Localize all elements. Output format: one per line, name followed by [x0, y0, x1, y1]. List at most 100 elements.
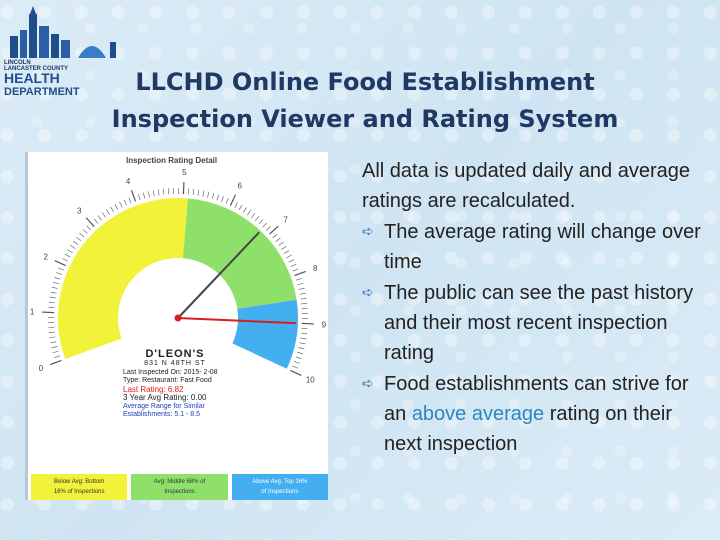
gauge-minor-tick: [52, 350, 59, 354]
gauge-minor-tick: [70, 245, 76, 249]
gauge-minor-tick: [301, 302, 308, 305]
gauge-minor-tick: [242, 207, 247, 213]
gauge-tick-label: 7: [283, 215, 288, 224]
gauge-minor-tick: [101, 212, 106, 218]
bullet-item: ➪ The public can see the past history and…: [362, 277, 712, 368]
gauge-minor-tick: [202, 190, 205, 197]
gauge-minor-tick: [157, 189, 160, 196]
establishment-address: 831 N 48TH ST: [144, 360, 206, 367]
gauge-minor-tick: [105, 209, 110, 215]
gauge-hub: [174, 314, 182, 322]
gauge-minor-tick: [297, 282, 304, 286]
last-inspected: Last Inspected On: 2015- 2-08: [123, 368, 218, 376]
gauge-major-tick: [54, 259, 66, 267]
legend-avg-line2: Inspections: [164, 489, 195, 495]
gauge-minor-tick: [93, 218, 99, 224]
gauge-minor-tick: [251, 212, 256, 219]
gauge-minor-tick: [292, 365, 299, 369]
gauge-needle-current: [177, 231, 260, 319]
legend-below-line2: 16% of Inspections: [53, 489, 105, 495]
title-line2: Inspection Viewer and Rating System: [111, 105, 619, 133]
gauge-minor-tick: [265, 226, 271, 231]
gauge-minor-tick: [254, 216, 260, 222]
bullet-text-2: The public can see the past history and …: [384, 282, 694, 364]
gauge-minor-tick: [54, 355, 60, 358]
gauge-minor-tick: [207, 191, 210, 198]
gauge-minor-tick: [301, 332, 308, 335]
legend-below-average: Below Avg: Bottom 16% of Inspections: [31, 474, 128, 500]
gauge-minor-tick: [64, 253, 71, 258]
gauge-major-tick: [301, 322, 314, 325]
gauge-minor-tick: [238, 204, 243, 211]
gauge-minor-tick: [281, 245, 287, 250]
gauge-minor-tick: [211, 192, 215, 199]
gauge-minor-tick: [114, 204, 119, 210]
gauge-minor-tick: [298, 347, 305, 350]
gauge-major-tick: [229, 194, 237, 206]
gauge-minor-tick: [283, 250, 290, 254]
bullet-highlight: above average: [411, 403, 545, 425]
gauge-minor-tick: [123, 199, 127, 206]
gauge-tick-label: 1: [30, 308, 35, 317]
gauge-minor-tick: [272, 233, 278, 239]
title-line1: LLCHD Online Food Establishment: [135, 68, 595, 96]
gauge-minor-tick: [162, 188, 165, 195]
logo-line3: HEALTH: [4, 70, 60, 86]
gauge-minor-tick: [52, 281, 59, 285]
gauge-tick-label: 0: [39, 364, 44, 373]
gauge-minor-tick: [299, 342, 306, 345]
gauge-zone-above: [232, 299, 299, 369]
range-line1: Average Range for Similar: [123, 402, 205, 410]
legend-below-line1: Below Avg: Bottom: [54, 479, 105, 485]
legend-above-average: Above Avg: Top 16% of Inspections: [231, 474, 328, 500]
gauge-minor-tick: [51, 346, 58, 349]
gauge-major-tick: [130, 189, 137, 202]
gauge-minor-tick: [290, 263, 297, 267]
logo-line2: LANCASTER COUNTY: [4, 66, 68, 72]
inspection-rating-panel: 0 1 2 3 4 5 6 7 8 9 10 Inspection Rating Detail D'…: [25, 152, 328, 500]
gauge-minor-tick: [50, 341, 57, 344]
gauge-minor-tick: [278, 241, 284, 246]
gauge-minor-tick: [152, 190, 155, 197]
gauge-minor-tick: [119, 201, 123, 208]
three-year-avg: 3 Year Avg Rating: 0.00: [123, 393, 207, 402]
gauge-major-tick: [85, 217, 95, 227]
gauge-minor-tick: [225, 197, 229, 204]
gauge-minor-tick: [86, 225, 91, 231]
gauge-tick-label: 2: [43, 252, 48, 261]
slide-title: LLCHD Online Food Establishment Inspecti…: [110, 64, 620, 138]
gauge-minor-tick: [147, 191, 150, 198]
gauge-minor-tick: [294, 361, 300, 364]
gauge-minor-tick: [296, 278, 302, 281]
rating-gauge: 0 1 2 3 4 5 6 7 8 9 10: [30, 168, 327, 385]
gauge-minor-tick: [297, 351, 304, 355]
establishment-name: D'LEON'S: [145, 348, 205, 360]
gauge-minor-tick: [50, 291, 57, 294]
bullet-text-3b: rating on their next inspection: [384, 403, 672, 455]
gauge-major-tick: [182, 182, 185, 195]
legend-avg-line1: Avg: Middle 68% of: [153, 479, 206, 485]
gauge-minor-tick: [79, 232, 85, 238]
gauge-minor-tick: [262, 222, 267, 228]
logo-line4: DEPARTMENT: [4, 86, 80, 96]
gauge-minor-tick: [288, 259, 295, 263]
gauge-minor-tick: [67, 249, 73, 254]
gauge-minor-tick: [128, 197, 132, 204]
gauge-minor-tick: [51, 286, 58, 289]
gauge-minor-tick: [49, 296, 56, 299]
gauge-major-tick: [42, 311, 55, 314]
legend-above-line1: Above Avg: Top 16%: [252, 479, 308, 485]
gauge-minor-tick: [286, 254, 292, 259]
gauge-minor-tick: [216, 194, 219, 201]
gauge-minor-tick: [292, 268, 299, 272]
gauge-minor-tick: [192, 188, 195, 195]
gauge-minor-tick: [142, 192, 146, 199]
gauge-minor-tick: [138, 194, 141, 200]
bullet-icon: ➪: [362, 284, 374, 300]
last-rating: Last Rating: 6.82: [123, 384, 184, 394]
gauge-minor-tick: [62, 258, 68, 262]
gauge-minor-tick: [57, 267, 64, 271]
bullet-text-1: The average rating will change over time: [384, 221, 701, 273]
gauge-minor-tick: [48, 301, 55, 304]
gauge-major-tick: [294, 270, 307, 277]
